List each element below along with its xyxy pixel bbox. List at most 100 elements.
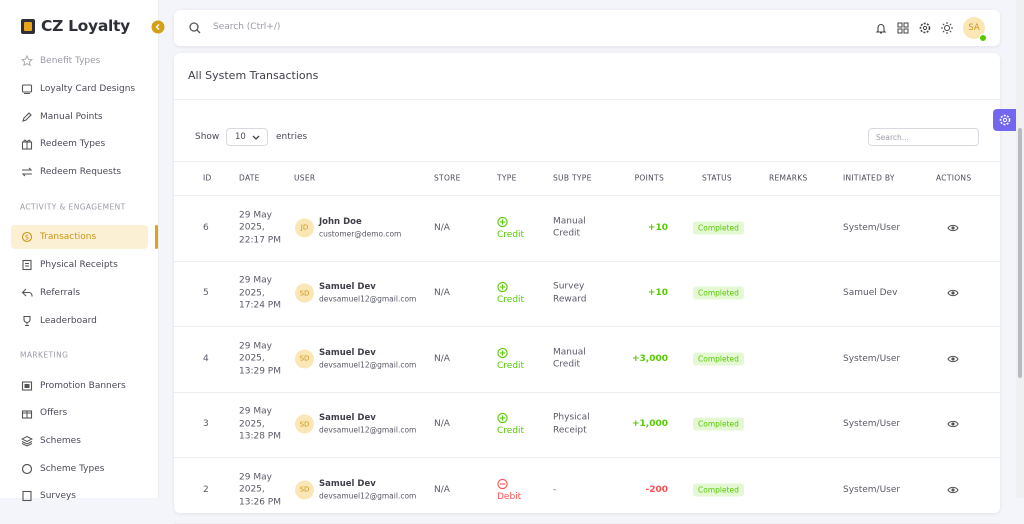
nav-label: Benefit Types [40, 56, 101, 66]
notifications-icon[interactable] [875, 22, 887, 34]
column-header: DATE [239, 173, 260, 183]
customizer-button[interactable] [993, 109, 1017, 131]
collapse-button[interactable] [151, 20, 165, 34]
nav-item[interactable]: Redeem Requests [11, 160, 148, 184]
cell-initiated-by: Samuel Dev [843, 288, 898, 299]
chevron-down [252, 135, 260, 140]
cell-sub-type: Manual Credit [553, 347, 586, 370]
nav-label: Redeem Types [40, 139, 106, 149]
nav-item[interactable]: Offers [11, 401, 148, 425]
table-search[interactable]: Search... [868, 128, 979, 146]
cell-sub-type: Physical Receipt [553, 412, 590, 436]
cell-store: N/A [434, 222, 450, 233]
apps-icon[interactable] [897, 22, 909, 34]
nav-icon [22, 112, 32, 122]
column-header: REMARKS [769, 173, 808, 183]
nav-icon [21, 139, 33, 150]
nav-icon [21, 84, 33, 94]
cell-points: +1,000 [631, 419, 668, 430]
view-action[interactable] [947, 420, 959, 429]
nav-item[interactable]: Redeem Types [11, 132, 148, 156]
row-border [174, 457, 1000, 458]
column-header: SUB TYPE [553, 173, 592, 183]
top-bar: Search (Ctrl+/) SA [174, 10, 1000, 46]
user-avatar: SD [295, 283, 314, 303]
nav-icon [23, 315, 31, 327]
nav-label: Transactions [40, 232, 97, 242]
eye-icon [947, 224, 959, 231]
user-avatar[interactable]: SA [963, 17, 985, 39]
table-border [174, 161, 1000, 162]
search-icon [189, 22, 201, 34]
column-header: INITIATED BY [843, 173, 895, 183]
user-name: John Doe [319, 216, 362, 227]
nav-icon [21, 410, 33, 419]
user-avatar: SD [295, 480, 314, 500]
view-action[interactable] [947, 354, 959, 363]
cell-initiated-by: System/User [843, 419, 901, 430]
global-search[interactable]: Search (Ctrl+/) [213, 22, 281, 32]
brand: CZ Loyalty [41, 17, 130, 35]
view-action[interactable] [947, 289, 959, 298]
type-icon-glyph [497, 478, 508, 489]
settings-icon[interactable] [919, 22, 931, 34]
divider [174, 99, 1000, 100]
type-icon [497, 216, 508, 227]
online-dot [979, 34, 987, 42]
table-border [174, 195, 1000, 196]
nav-item[interactable]: Physical Receipts [11, 253, 148, 277]
cell-initiated-by: System/User [843, 484, 901, 495]
user-name: Samuel Dev [319, 413, 376, 424]
nav-item[interactable]: Promotion Banners [11, 374, 148, 398]
view-action[interactable] [947, 485, 959, 494]
scrollbar-thumb [1018, 128, 1022, 378]
page-size-select[interactable]: 10 [226, 128, 268, 146]
user-email: devsamuel12@gmail.com [319, 425, 417, 435]
type-icon-glyph [497, 347, 508, 358]
cell-date: 29 May 2025, 13:29 PM [239, 341, 281, 376]
nav-label: Referrals [40, 288, 81, 298]
status-badge: Completed [693, 483, 744, 497]
cell-type: Credit [497, 426, 525, 437]
cell-store: N/A [434, 288, 450, 299]
nav-item[interactable]: Scheme Types [11, 457, 148, 481]
cell-store: N/A [434, 419, 450, 430]
nav-item[interactable]: Schemes [11, 429, 148, 453]
row-border [174, 391, 1000, 393]
column-header: USER [294, 173, 316, 183]
column-header: STORE [434, 173, 461, 183]
nav-item[interactable]: Referrals [11, 281, 148, 305]
nav-item[interactable]: Benefit Types [11, 49, 148, 73]
nav-item-active[interactable]: $ Transactions [11, 225, 148, 249]
user-avatar: SD [295, 349, 314, 369]
type-icon-glyph [497, 413, 508, 424]
column-header: TYPE [497, 173, 517, 183]
cell-id: 6 [203, 222, 209, 233]
cell-type: Credit [497, 360, 525, 371]
entries-label: entries [276, 132, 308, 142]
cell-points: +10 [647, 222, 668, 233]
user-email: customer@demo.com [319, 229, 402, 239]
nav-item[interactable]: Leaderboard [11, 309, 148, 333]
cell-points: +3,000 [631, 353, 668, 364]
nav-section: MARKETING [20, 350, 69, 360]
cell-date: 29 May 2025, 13:26 PM [239, 472, 281, 507]
view-action[interactable] [947, 223, 959, 232]
nav-label: Loyalty Card Designs [40, 84, 136, 94]
nav-item[interactable]: Loyalty Card Designs [11, 77, 148, 101]
theme-icon[interactable] [941, 22, 953, 34]
nav-icon: $ [21, 231, 33, 243]
status-badge: Completed [693, 352, 744, 366]
eye-icon [947, 486, 959, 493]
status-badge: Completed [693, 286, 744, 300]
svg-text:$: $ [25, 234, 29, 242]
nav-label: Offers [40, 408, 68, 418]
cell-initiated-by: System/User [843, 222, 901, 233]
nav-icon [21, 381, 33, 391]
user-email: devsamuel12@gmail.com [319, 294, 417, 304]
nav-item[interactable]: Manual Points [11, 105, 148, 129]
nav-item[interactable]: Surveys [11, 484, 148, 508]
nav-icon [21, 288, 33, 297]
type-icon [497, 478, 508, 489]
user-avatar: SD [295, 414, 314, 434]
